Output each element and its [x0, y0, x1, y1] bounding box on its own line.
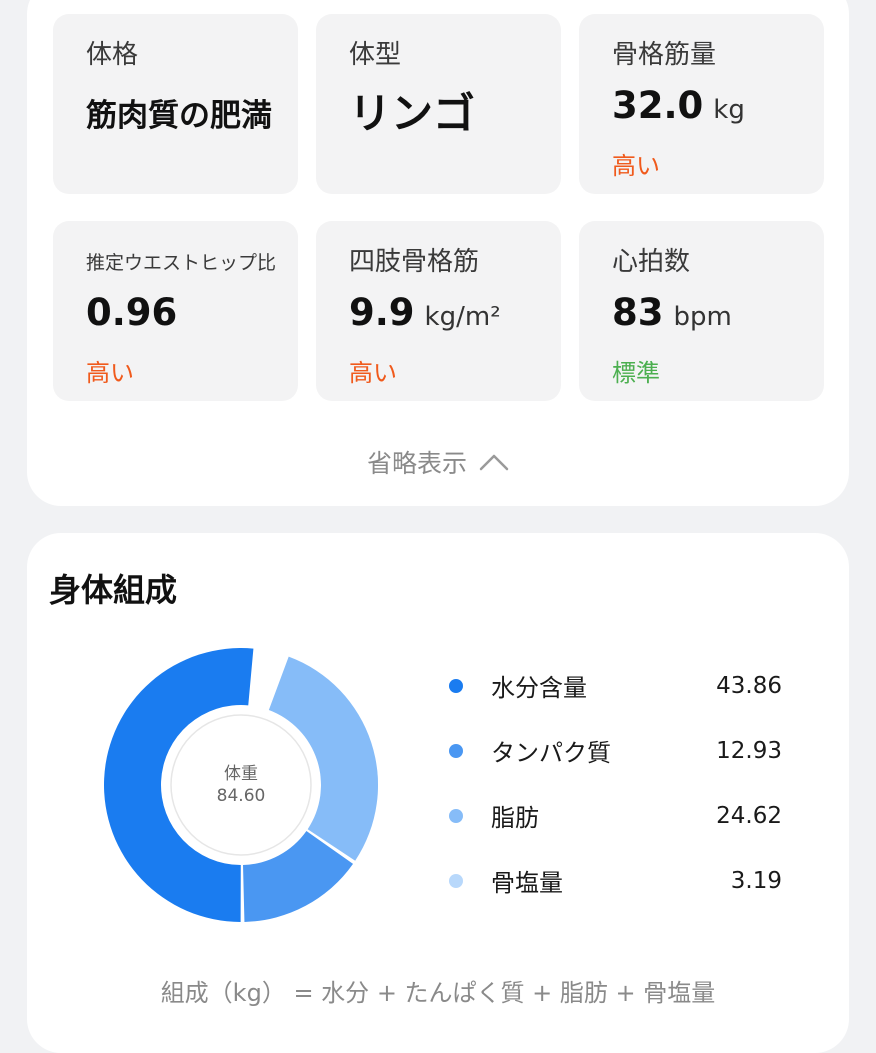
collapse-label: 省略表示	[366, 449, 467, 478]
collapse-button[interactable]: 省略表示	[27, 444, 849, 480]
metric-label: 推定ウエストヒップ比	[86, 252, 277, 274]
metric-unit: kg	[713, 95, 745, 125]
legend-item-fat: 脂肪 24.62	[447, 783, 787, 848]
legend-value: 43.86	[716, 672, 782, 699]
metric-label: 体格	[86, 40, 139, 70]
chevron-up-icon	[479, 454, 509, 471]
donut-segment-water	[103, 648, 254, 922]
legend-item-water: 水分含量 43.86	[447, 653, 787, 718]
metric-value: 83 bpm	[612, 291, 732, 334]
section-title: 身体組成	[49, 571, 178, 609]
composition-donut-chart	[103, 648, 378, 922]
metric-label: 四肢骨格筋	[349, 247, 480, 277]
metric-label: 骨格筋量	[612, 40, 717, 70]
metric-value: 9.9 kg/m²	[349, 291, 501, 334]
body-metrics-card: 体格 筋肉質の肥満 体型 リンゴ 骨格筋量 32.0 kg 高い 推定ウエストヒッ…	[27, 0, 849, 506]
legend-name: 水分含量	[491, 674, 587, 702]
metric-unit: bpm	[673, 302, 732, 332]
metric-label: 心拍数	[612, 247, 691, 277]
metric-label: 体型	[349, 40, 402, 70]
legend-value: 12.93	[716, 737, 782, 764]
metric-card-physique[interactable]: 体格 筋肉質の肥満	[53, 14, 298, 194]
metric-number: 32.0	[612, 84, 704, 127]
metric-card-body-shape[interactable]: 体型 リンゴ	[316, 14, 561, 194]
donut-center: 体重 84.60	[101, 645, 381, 925]
legend-item-bone-mineral: 骨塩量 3.19	[447, 848, 787, 913]
legend-item-protein: タンパク質 12.93	[447, 718, 787, 783]
legend-value: 24.62	[716, 802, 782, 829]
composition-formula: 組成（kg） = 水分 + たんぱく質 + 脂肪 + 骨塩量	[160, 979, 716, 1007]
metric-value: 0.96	[86, 291, 177, 334]
metric-status: 標準	[612, 359, 660, 387]
weight-label: 体重	[224, 764, 258, 784]
legend-dot	[449, 873, 463, 888]
donut-segment-fat	[268, 656, 378, 861]
metric-number: 9.9	[349, 291, 415, 334]
donut-inner-ring	[170, 714, 312, 856]
metric-status: 高い	[349, 359, 397, 387]
metric-unit: kg/m²	[424, 302, 501, 332]
metric-card-heart-rate[interactable]: 心拍数 83 bpm 標準	[579, 221, 824, 401]
metric-card-waist-hip-ratio[interactable]: 推定ウエストヒップ比 0.96 高い	[53, 221, 298, 401]
legend-name: 骨塩量	[491, 869, 563, 897]
metric-card-limb-muscle[interactable]: 四肢骨格筋 9.9 kg/m² 高い	[316, 221, 561, 401]
metric-value: リンゴ	[349, 89, 476, 138]
legend-name: タンパク質	[491, 739, 611, 767]
legend-name: 脂肪	[491, 804, 539, 832]
donut-segment-protein	[243, 831, 354, 922]
body-composition-card: 身体組成 体重 84.60 水分含量 43.86 タンパク質 12.93 脂肪 …	[27, 533, 849, 1053]
legend-dot	[449, 678, 463, 693]
metric-status: 高い	[612, 152, 660, 180]
legend-value: 3.19	[730, 867, 782, 894]
legend-dot	[449, 743, 463, 758]
metric-value: 筋肉質の肥満	[86, 98, 272, 134]
composition-legend: 水分含量 43.86 タンパク質 12.93 脂肪 24.62 骨塩量 3.19	[447, 653, 787, 913]
metric-card-skeletal-muscle[interactable]: 骨格筋量 32.0 kg 高い	[579, 14, 824, 194]
metric-number: 0.96	[86, 291, 178, 334]
metric-number: 83	[612, 291, 664, 334]
metric-status: 高い	[86, 359, 134, 387]
metric-value: 32.0 kg	[612, 84, 745, 127]
legend-dot	[449, 808, 463, 823]
weight-value: 84.60	[216, 786, 266, 806]
